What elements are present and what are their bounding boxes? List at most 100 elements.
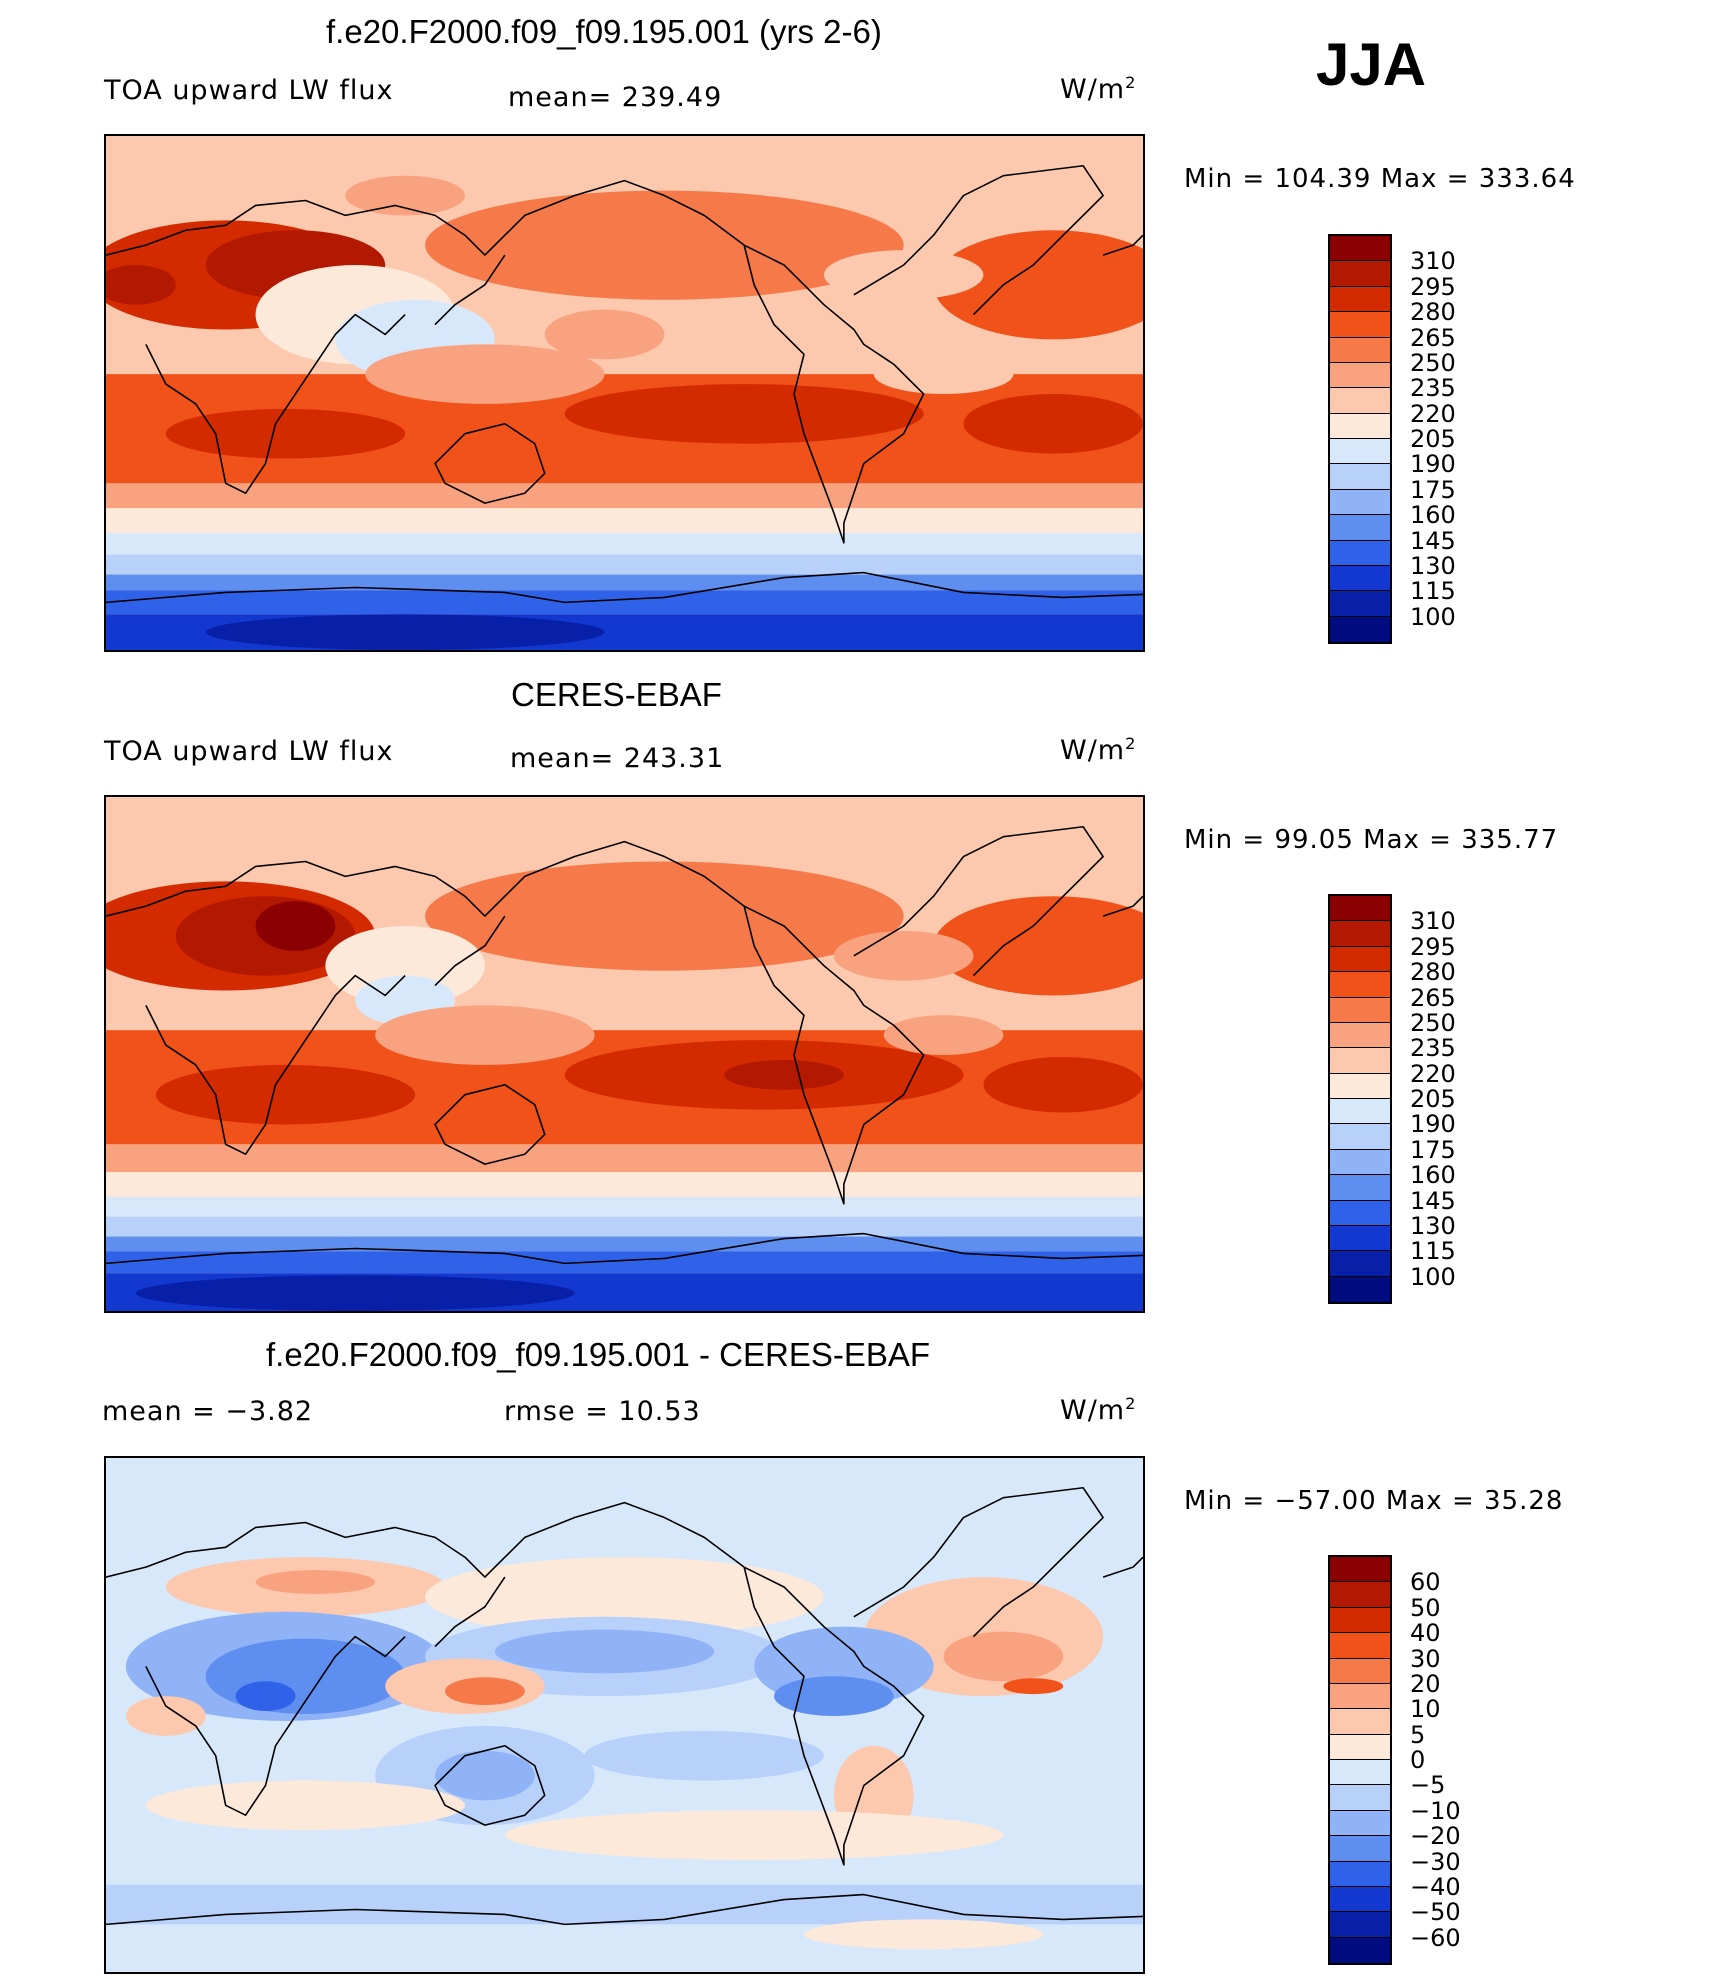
colorbar-tick-label: 250 [1410,1008,1456,1037]
colorbar-tick-label: 130 [1410,1211,1456,1240]
colorbar-swatch [1330,1557,1390,1583]
colorbar-tick-label: 115 [1410,577,1456,606]
colorbar-swatch [1330,1048,1390,1074]
colorbar-swatch [1330,286,1390,313]
colorbar-obs [1328,894,1392,1304]
units-label-diff: W/m2 [1060,1394,1137,1426]
mean-label-obs: mean= 243.31 [510,743,725,774]
colorbar-swatch [1330,362,1390,389]
colorbar-tick-label: 235 [1410,374,1456,403]
colorbar-tick-label: 30 [1410,1644,1441,1673]
colorbar-swatch [1330,1149,1390,1176]
colorbar-tick-label: 235 [1410,1034,1456,1063]
colorbar-tick-label: 265 [1410,323,1456,352]
colorbar-swatch [1330,1124,1390,1150]
units-label-model: W/m2 [1060,73,1137,105]
colorbar-swatch [1330,1760,1390,1786]
panel-title-model: f.e20.F2000.f09_f09.195.001 (yrs 2-6) [326,13,882,50]
colorbar-swatch [1330,591,1390,617]
colorbar-tick-label: 145 [1410,1186,1456,1215]
variable-label-model: TOA upward LW flux [104,75,394,106]
colorbar-swatch [1330,565,1390,592]
colorbar-swatch [1330,1836,1390,1862]
map-diff [104,1456,1145,1974]
colorbar-tick-label: 20 [1410,1669,1441,1698]
colorbar-swatch [1330,261,1390,287]
colorbar-swatch [1330,972,1390,998]
colorbar-tick-label: −20 [1410,1822,1461,1851]
colorbar-tick-label: −50 [1410,1898,1461,1927]
colorbar-swatch [1330,1099,1390,1125]
panel-title-diff: f.e20.F2000.f09_f09.195.001 - CERES-EBAF [266,1336,931,1373]
colorbar-tick-label: 310 [1410,247,1456,276]
colorbar-tick-label: 0 [1410,1746,1426,1774]
colorbar-tick-label: 130 [1410,551,1456,580]
colorbar-swatch [1330,1810,1390,1837]
colorbar-swatch [1330,413,1390,439]
colorbar-swatch [1330,1200,1390,1226]
colorbar-swatch [1330,1937,1390,1963]
colorbar-swatch [1330,1073,1390,1099]
season-label: JJA [1316,31,1427,98]
colorbar-swatch [1330,464,1390,490]
colorbar-tick-label: 115 [1410,1237,1456,1266]
colorbar-tick-label: 190 [1410,450,1456,479]
colorbar-swatch [1330,1886,1390,1913]
colorbar-swatch [1330,236,1390,262]
colorbar-tick-label: 145 [1410,526,1456,555]
colorbar-tick-label: 190 [1410,1110,1456,1139]
colorbar-swatch [1330,540,1390,566]
colorbar-swatch [1330,1251,1390,1277]
diff-rmse-label: rmse = 10.53 [504,1396,701,1427]
map-model [104,134,1145,652]
map-obs [104,795,1145,1313]
colorbar-tick-label: 280 [1410,958,1456,987]
colorbar-tick-label: 40 [1410,1619,1441,1648]
colorbar-swatch [1330,1582,1390,1608]
colorbar-tick-label: 220 [1410,1059,1456,1088]
colorbar-tick-label: 250 [1410,348,1456,377]
colorbar-diff [1328,1555,1392,1965]
colorbar-tick-label: −30 [1410,1847,1461,1876]
colorbar-swatch [1330,515,1390,541]
colorbar-swatch [1330,1785,1390,1811]
colorbar-tick-label: −10 [1410,1796,1461,1825]
units-label-obs: W/m2 [1060,734,1137,766]
colorbar-tick-label: 160 [1410,501,1456,530]
panel-title-obs: CERES-EBAF [511,676,722,713]
colorbar-swatch [1330,1633,1390,1659]
colorbar-swatch [1330,1175,1390,1201]
colorbar-tick-label: 295 [1410,272,1456,301]
colorbar-tick-label: 265 [1410,983,1456,1012]
colorbar-tick-label: 205 [1410,425,1456,453]
colorbar-swatch [1330,439,1390,465]
colorbar-swatch [1330,616,1390,642]
colorbar-tick-label: 5 [1410,1720,1426,1749]
colorbar-tick-label: 10 [1410,1695,1441,1724]
diff-mean-label: mean = −3.82 [102,1396,314,1427]
colorbar-swatch [1330,337,1390,363]
colorbar-tick-label: 50 [1410,1593,1441,1622]
colorbar-swatch [1330,1022,1390,1049]
colorbar-swatch [1330,1709,1390,1735]
colorbar-swatch [1330,1683,1390,1710]
colorbar-swatch [1330,1607,1390,1634]
colorbar-tick-label: −60 [1410,1923,1461,1952]
colorbar-model [1328,234,1392,644]
colorbar-swatch [1330,388,1390,414]
colorbar-swatch [1330,1225,1390,1252]
colorbar-tick-label: −5 [1410,1771,1446,1800]
colorbar-swatch [1330,896,1390,922]
colorbar-tick-label: 310 [1410,907,1456,936]
colorbar-tick-label: 60 [1410,1568,1441,1597]
colorbar-tick-label: 205 [1410,1085,1456,1113]
colorbar-swatch [1330,312,1390,338]
colorbar-swatch [1330,997,1390,1023]
mean-label-model: mean= 239.49 [508,82,723,113]
colorbar-tick-label: 100 [1410,1262,1456,1291]
minmax-obs: Min = 99.05 Max = 335.77 [1184,825,1559,855]
colorbar-tick-label: 160 [1410,1161,1456,1190]
colorbar-tick-label: 295 [1410,932,1456,961]
colorbar-tick-label: 220 [1410,399,1456,428]
colorbar-swatch [1330,1912,1390,1938]
